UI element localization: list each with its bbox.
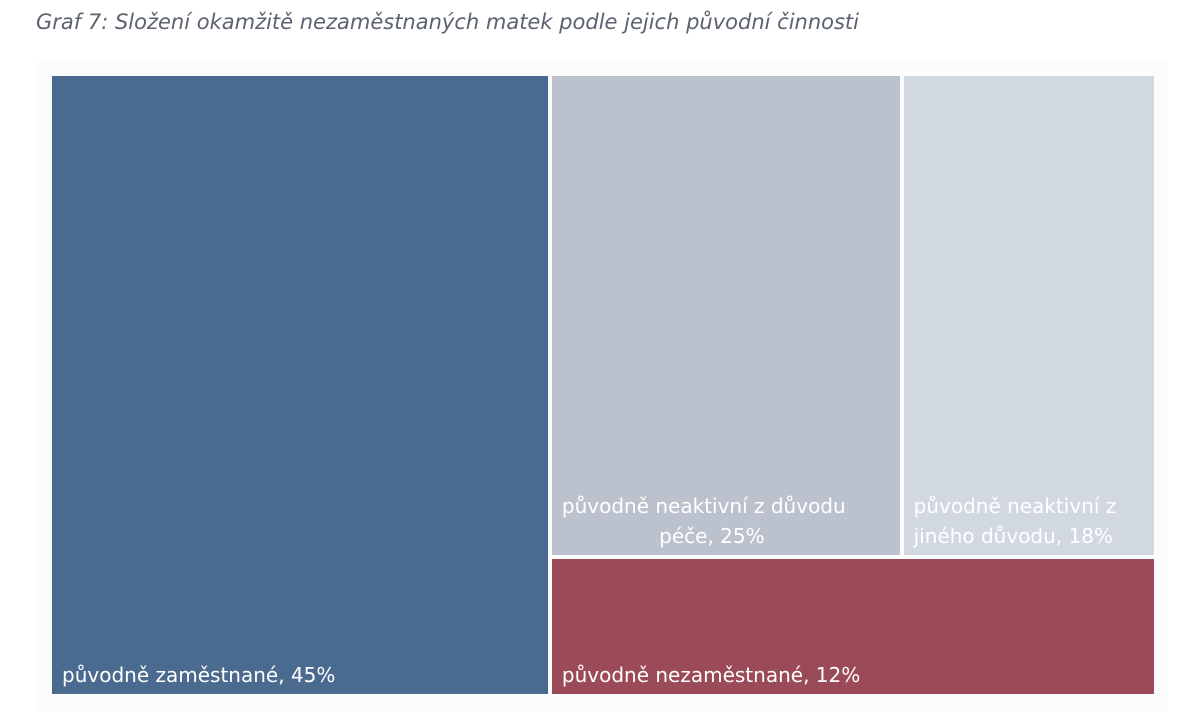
tile-label-line: původně neaktivní z bbox=[913, 494, 1117, 519]
tile-label-puvodne-nezamestnane: původně nezaměstnané, 12% bbox=[562, 660, 860, 690]
tile-puvodne-neaktivni-jiny-duvod: původně neaktivní z jiného důvodu, 18% bbox=[903, 76, 1154, 556]
tile-label-puvodne-zamestnane: původně zaměstnané, 45% bbox=[62, 660, 335, 690]
tile-label-puvodne-neaktivni-pece: původně neaktivní z důvodu péče, 25% bbox=[562, 491, 862, 551]
chart-title: Graf 7: Složení okamžitě nezaměstnaných … bbox=[36, 10, 859, 34]
tile-label-line: původně nezaměstnané, 12% bbox=[561, 662, 861, 687]
tile-puvodne-nezamestnane: původně nezaměstnané, 12% bbox=[551, 559, 1154, 694]
tile-label-puvodne-neaktivni-jiny-duvod: původně neaktivní z jiného důvodu, 18% bbox=[914, 491, 1117, 551]
tile-label-line: péče, 25% bbox=[659, 524, 765, 549]
tile-label-line: jiného důvodu, 18% bbox=[913, 524, 1113, 549]
tile-label-line: původně zaměstnané, 45% bbox=[62, 663, 336, 687]
tile-puvodne-neaktivni-pece: původně neaktivní z důvodu péče, 25% bbox=[551, 76, 900, 556]
treemap: původně zaměstnané, 45% původně neaktivn… bbox=[52, 76, 1154, 694]
tile-label-line: původně neaktivní z důvodu bbox=[561, 494, 846, 519]
tile-puvodne-zamestnane: původně zaměstnané, 45% bbox=[52, 76, 548, 694]
